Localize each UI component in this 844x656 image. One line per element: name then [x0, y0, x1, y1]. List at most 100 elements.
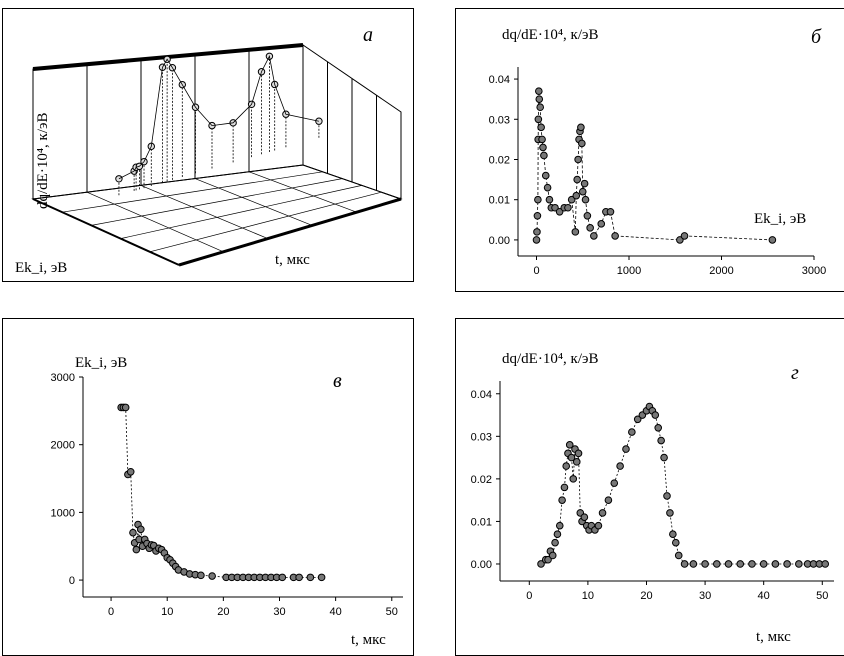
x-tick-label: 0 [108, 606, 114, 618]
data-point [651, 411, 660, 419]
data-point [610, 479, 619, 487]
panel-g: г dq/dE·10⁴, к/эВ t, мкс 0 10 20 30 40 50 0.00… [455, 318, 844, 656]
panel-letter-g: г [791, 362, 799, 384]
data-point [701, 560, 709, 568]
x-tick-label: 30 [273, 606, 285, 618]
data-point [768, 236, 777, 244]
x-tick-label: 50 [816, 590, 828, 602]
chart-v: в Ek_i, эВ t, мкс 0 10 20 30 40 50 0 1000 2000 30… [51, 355, 403, 648]
front-edge [178, 197, 402, 267]
data-point [572, 458, 581, 466]
data-point [657, 436, 665, 445]
panel-b: б dq/dE·10⁴, к/эВ Ek_i, эВ 0 1000 2000 3000… [455, 8, 844, 292]
data-point [551, 203, 559, 212]
x-tick-label: 40 [758, 590, 770, 602]
data-point [611, 232, 619, 240]
data-point [545, 195, 554, 204]
x-tick-label: 0 [526, 590, 532, 602]
chart-b: б dq/dE·10⁴, к/эВ Ek_i, эВ 0 1000 2000 3000… [489, 26, 827, 277]
data-point [126, 467, 135, 476]
data-point [713, 560, 721, 568]
data-point [572, 191, 581, 200]
y-tick-label: 3000 [51, 372, 75, 384]
x-tick-label: 10 [161, 606, 173, 618]
data-point [534, 195, 542, 204]
data-point [577, 123, 585, 132]
data-point [564, 203, 572, 212]
x-tick-label: 20 [640, 590, 652, 602]
data-point [628, 428, 636, 436]
data-point [583, 211, 592, 220]
data-point [538, 135, 546, 144]
data-point [569, 475, 578, 483]
x-tick-label: 40 [330, 606, 342, 618]
panel-letter-v: в [333, 370, 342, 392]
y-axis-label-a: dq/dE·10⁴, к/эВ [35, 113, 51, 209]
data-point [616, 462, 624, 470]
data-point [535, 87, 543, 95]
data-point [783, 560, 791, 568]
chart-b-title: dq/dE·10⁴, к/эВ [502, 27, 598, 43]
data-point [551, 538, 559, 547]
data-point [535, 95, 544, 103]
back-wall [32, 44, 304, 200]
chart-a-3d: а dq/dE·10⁴, к/эВ t, мкс Ek_i, эВ [15, 24, 403, 276]
data-point [562, 462, 571, 470]
chart-v-title: Ek_i, эВ [75, 355, 127, 371]
floor-gridline [62, 171, 323, 213]
data-point [555, 521, 564, 530]
data-point [622, 445, 630, 453]
data-point [574, 449, 583, 458]
data-point [539, 143, 547, 152]
floor-gridline [91, 178, 343, 226]
data-point [597, 220, 606, 228]
data-point [759, 560, 768, 568]
data-point [197, 571, 205, 580]
chart-v-xlabel: t, мкс [351, 632, 386, 648]
series-line [118, 55, 320, 180]
data-point [540, 151, 548, 160]
y-tick-label: 0.04 [471, 389, 492, 401]
data-point [129, 528, 137, 537]
panel-a: а dq/dE·10⁴, к/эВ t, мкс Ek_i, эВ [2, 8, 414, 282]
data-point [654, 424, 663, 432]
panel-letter-b: б [811, 26, 822, 48]
data-point [306, 573, 315, 582]
x-tick-label: 1000 [617, 265, 641, 277]
floor-gridline [140, 185, 268, 239]
chart-g: г dq/dE·10⁴, к/эВ t, мкс 0 10 20 30 40 50 0.00… [471, 351, 834, 645]
data-point [541, 171, 550, 180]
data-point [606, 207, 615, 216]
data-point [567, 195, 576, 204]
data-point [676, 236, 684, 244]
data-point [680, 560, 689, 568]
data-point [689, 560, 698, 568]
data-point [295, 573, 303, 582]
data-point [586, 224, 594, 232]
data-point [532, 236, 541, 244]
data-point [604, 496, 613, 504]
data-point [660, 453, 668, 462]
y-tick-label: 0.04 [489, 74, 510, 86]
data-point [663, 492, 671, 500]
series-line [536, 91, 773, 241]
left-edge [32, 198, 180, 266]
chart-b-xlabel: Ek_i, эВ [754, 211, 806, 227]
data-point [278, 573, 287, 582]
x-tick-label: 50 [386, 606, 398, 618]
data-point [795, 560, 803, 568]
data-point [573, 175, 581, 184]
data-point [533, 211, 542, 220]
floor-gridline [194, 178, 313, 226]
data-point [633, 415, 642, 424]
data-point [736, 560, 745, 568]
y-tick-label: 0.01 [471, 516, 492, 528]
data-point [137, 525, 145, 534]
x-tick-label: 0 [533, 265, 539, 277]
chart-g-xlabel: t, мкс [756, 629, 791, 645]
data-point [567, 453, 576, 462]
y-tick-label: 0.00 [489, 235, 510, 247]
y-tick-label: 0 [69, 575, 75, 587]
y-tick-label: 0.02 [471, 474, 492, 486]
data-point [544, 555, 552, 564]
